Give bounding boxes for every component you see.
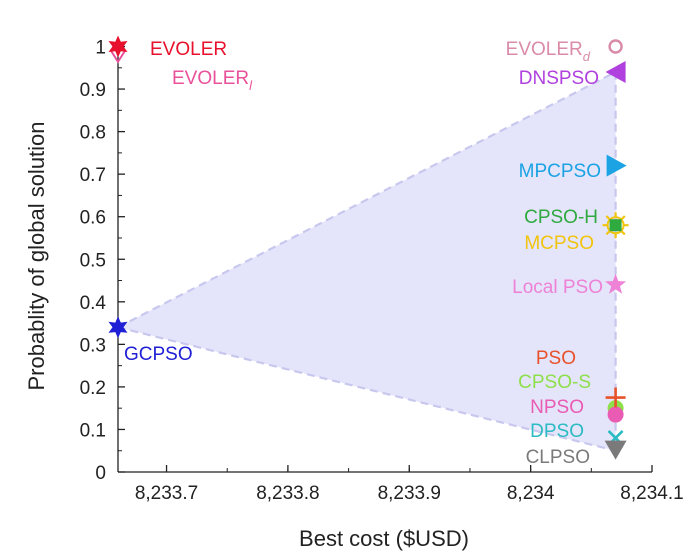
markers-layer bbox=[108, 35, 629, 460]
label-text: CPSO-H bbox=[524, 207, 598, 228]
marker-gcpso bbox=[108, 316, 128, 339]
label-local-pso: Local PSO bbox=[512, 277, 603, 298]
marker-evoler bbox=[108, 35, 128, 58]
marker-local-pso bbox=[605, 273, 627, 294]
label-text: NPSO bbox=[530, 397, 584, 418]
y-tick-label: 0.4 bbox=[80, 293, 107, 314]
y-tick-label: 0.3 bbox=[80, 335, 106, 356]
label-text: CLPSO bbox=[526, 447, 590, 468]
label-text: DPSO bbox=[530, 421, 584, 442]
label-text: CPSO-S bbox=[518, 372, 591, 393]
label-text: EVOLER bbox=[172, 68, 249, 89]
x-tick-label: 8,233.9 bbox=[378, 483, 441, 504]
x-tick-label: 8,234 bbox=[507, 483, 555, 504]
label-pso: PSO bbox=[536, 348, 576, 369]
x-ticks: 8,233.7 8,233.8 8,233.9 8,234 8,234.1 bbox=[135, 465, 684, 504]
y-tick-label: 0.9 bbox=[80, 80, 106, 101]
label-dpso: DPSO bbox=[530, 421, 584, 442]
marker-mcpso-ring bbox=[606, 216, 625, 235]
marker-mcpso bbox=[602, 212, 629, 239]
label-dnspso: DNSPSO bbox=[519, 68, 599, 89]
x-axis-title: Best cost ($USD) bbox=[299, 526, 469, 551]
feasible-region-layer bbox=[116, 70, 617, 452]
label-text: Local PSO bbox=[512, 277, 603, 298]
y-tick-label: 0.5 bbox=[80, 250, 106, 271]
label-text: DNSPSO bbox=[519, 68, 599, 89]
y-tick-label: 1 bbox=[95, 38, 106, 59]
y-tick-label: 0.6 bbox=[80, 208, 106, 229]
y-tick-label: 0.7 bbox=[80, 165, 106, 186]
marker-cpso-h bbox=[609, 219, 622, 232]
marker-evoler-d bbox=[608, 39, 623, 54]
y-tick-label: 0 bbox=[95, 463, 106, 484]
x-tick-label: 8,233.7 bbox=[135, 483, 198, 504]
label-evoler: EVOLER bbox=[150, 39, 227, 60]
marker-pso bbox=[605, 387, 626, 408]
label-evoler-l: EVOLERl bbox=[172, 68, 253, 93]
y-tick-label: 0.2 bbox=[80, 378, 106, 399]
point-labels-layer: EVOLEREVOLERlEVOLERdDNSPSOMPCPSOCPSO-HMC… bbox=[124, 39, 603, 468]
label-text: GCPSO bbox=[124, 344, 193, 365]
label-mcpso: MCPSO bbox=[524, 233, 594, 254]
label-mpcpso: MPCPSO bbox=[519, 161, 601, 182]
y-tick-label: 0.1 bbox=[80, 420, 106, 441]
label-npso: NPSO bbox=[530, 397, 584, 418]
y-tick-label: 0.8 bbox=[80, 123, 106, 144]
x-tick-label: 8,233.8 bbox=[256, 483, 319, 504]
y-axis-title: Probablity of global solution bbox=[24, 121, 49, 390]
label-subscript: l bbox=[249, 78, 253, 93]
label-evoler-d: EVOLERd bbox=[506, 39, 591, 64]
x-tick-label: 8,234.1 bbox=[620, 483, 683, 504]
label-subscript: d bbox=[583, 49, 591, 64]
marker-dnspso bbox=[605, 61, 626, 84]
marker-mpcpso bbox=[606, 154, 627, 177]
label-cpso-h: CPSO-H bbox=[524, 207, 598, 228]
label-clpso: CLPSO bbox=[526, 447, 590, 468]
y-ticks: 0 0.1 0.2 0.3 0.4 0.5 0.6 0.7 0.8 0.9 1 bbox=[80, 38, 125, 484]
label-text: EVOLER bbox=[506, 39, 583, 60]
label-gcpso: GCPSO bbox=[124, 344, 193, 365]
label-cpso-s: CPSO-S bbox=[518, 372, 591, 393]
label-text: MCPSO bbox=[524, 233, 594, 254]
label-text: EVOLER bbox=[150, 39, 227, 60]
marker-npso bbox=[607, 406, 624, 423]
label-text: PSO bbox=[536, 348, 576, 369]
feasible-region bbox=[116, 70, 617, 452]
marker-clpso bbox=[604, 440, 627, 460]
label-text: MPCPSO bbox=[519, 161, 601, 182]
